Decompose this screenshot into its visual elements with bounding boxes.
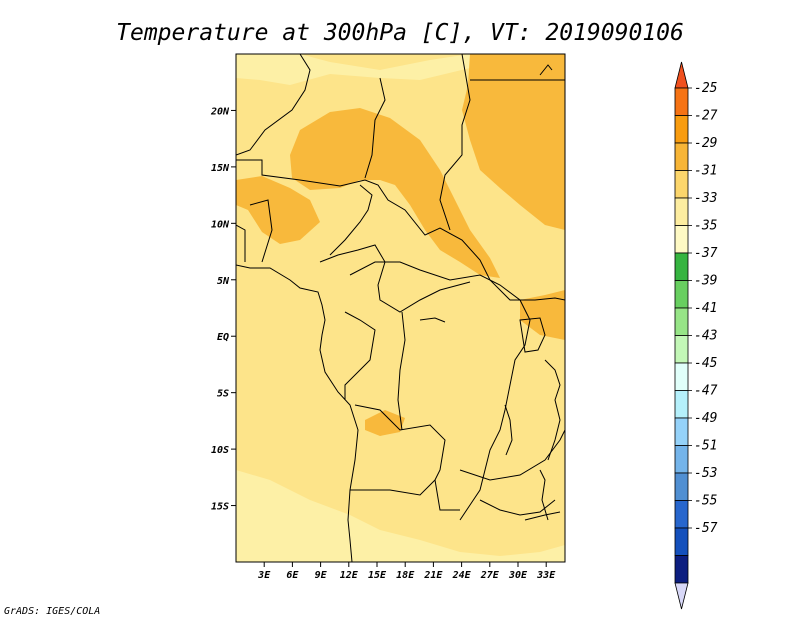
lon-tick-label: 33E bbox=[536, 570, 556, 581]
lon-tick-label: 15E bbox=[368, 570, 387, 581]
border-mozambique bbox=[524, 511, 561, 521]
colorbar-swatch bbox=[674, 280, 689, 309]
lat-tick-label: 15S bbox=[211, 502, 229, 513]
colorbar-label: -33 bbox=[694, 191, 717, 206]
colorbar-swatch bbox=[674, 390, 689, 419]
lat-tick-label: 5N bbox=[217, 276, 230, 287]
lake-victoria bbox=[519, 317, 546, 353]
axis-ticks: 3E 6E 9E 12E 15E 18E 21E 24E 27E 30E 33E 20N 15N 10N 5… bbox=[210, 106, 556, 581]
colorbar-swatch bbox=[674, 197, 689, 226]
border-benin bbox=[249, 199, 273, 263]
lake-tanganyika bbox=[504, 404, 513, 456]
band-light-north bbox=[236, 54, 470, 85]
band-light-south bbox=[236, 470, 565, 562]
colorbar-label: -47 bbox=[694, 384, 718, 399]
border-tanzania bbox=[544, 359, 561, 461]
colorbar: -25 -27 -29 -31 -33 -35 -37 -39 -41 -43 -45 -47 -49 -… bbox=[674, 61, 718, 610]
coast-redsea bbox=[539, 64, 553, 76]
warm-patch-northeast bbox=[462, 54, 565, 230]
border-angola bbox=[354, 404, 460, 511]
lon-tick-label: 3E bbox=[257, 570, 271, 581]
warm-patch-sahel bbox=[290, 108, 500, 278]
border-namibia bbox=[350, 479, 436, 496]
colorbar-label: -57 bbox=[694, 521, 718, 536]
colorbar-label: -27 bbox=[694, 109, 718, 124]
lon-tick-label: 12E bbox=[340, 570, 359, 581]
colorbar-swatch bbox=[674, 417, 689, 446]
border-north-3 bbox=[439, 54, 471, 231]
colorbar-label: -49 bbox=[694, 411, 717, 426]
lat-tick-label: 5S bbox=[217, 389, 229, 400]
colorbar-label: -31 bbox=[694, 164, 717, 179]
border-togo bbox=[236, 224, 246, 262]
colorbar-swatch bbox=[674, 555, 689, 584]
lon-tick-label: 9E bbox=[315, 570, 328, 581]
map-frame bbox=[235, 53, 566, 563]
border-north-2 bbox=[236, 54, 311, 156]
border-cameroon bbox=[319, 244, 386, 263]
warm-patch-west bbox=[236, 176, 320, 244]
colorbar-label: -29 bbox=[694, 136, 717, 151]
colorbar-swatch bbox=[674, 307, 689, 336]
boundaries bbox=[236, 54, 565, 562]
lat-tick-label: EQ bbox=[217, 332, 229, 343]
colorbar-top-arrow bbox=[674, 61, 689, 89]
lon-tick-label: 30E bbox=[508, 570, 528, 581]
warm-patch-east bbox=[520, 290, 565, 340]
colorbar-swatch bbox=[674, 362, 689, 391]
colorbar-label: -45 bbox=[694, 356, 718, 371]
border-north-1 bbox=[364, 77, 386, 179]
lon-tick-label: 27E bbox=[480, 570, 500, 581]
border-drc-west bbox=[397, 311, 406, 431]
lon-tick-label: 18E bbox=[396, 570, 415, 581]
colorbar-label: -37 bbox=[694, 246, 718, 261]
colorbar-label: -41 bbox=[694, 301, 717, 316]
border-congo bbox=[344, 311, 376, 400]
colorbar-label: -55 bbox=[694, 494, 718, 509]
colorbar-swatch bbox=[674, 500, 689, 529]
lat-tick-label: 20N bbox=[210, 106, 230, 117]
river-congo bbox=[419, 317, 446, 323]
lon-tick-label: 24E bbox=[452, 570, 472, 581]
lon-tick-label: 6E bbox=[286, 570, 299, 581]
border-nigeria bbox=[329, 184, 373, 256]
colorbar-label: -53 bbox=[694, 466, 717, 481]
colorbar-swatch bbox=[674, 252, 689, 281]
colorbar-swatch bbox=[674, 527, 689, 556]
colorbar-swatch bbox=[674, 170, 689, 199]
lon-tick-label: 21E bbox=[423, 570, 443, 581]
lake-malawi bbox=[539, 469, 549, 521]
colorbar-swatch bbox=[674, 115, 689, 144]
colorbar-swatch bbox=[674, 472, 689, 501]
colorbar-label: -25 bbox=[694, 81, 718, 96]
colorbar-swatch bbox=[674, 335, 689, 364]
lat-tick-label: 10S bbox=[211, 445, 229, 456]
border-zambia bbox=[459, 429, 565, 481]
colorbar-swatch bbox=[674, 87, 689, 116]
lat-tick-label: 15N bbox=[211, 163, 230, 174]
border-car bbox=[377, 261, 471, 313]
border-sahel bbox=[236, 159, 565, 301]
colorbar-label: -39 bbox=[694, 274, 717, 289]
credit-text: GrADS: IGES/COLA bbox=[4, 606, 100, 617]
border-zimbabwe bbox=[479, 499, 556, 516]
border-drc-east bbox=[349, 261, 531, 521]
colorbar-label: -43 bbox=[694, 329, 717, 344]
band-light-sw bbox=[236, 485, 280, 520]
colorbar-label: -35 bbox=[694, 219, 718, 234]
colorbar-swatch bbox=[674, 225, 689, 254]
colorbar-label: -51 bbox=[694, 439, 717, 454]
colorbar-bottom-arrow bbox=[674, 582, 689, 610]
lat-tick-label: 10N bbox=[211, 219, 230, 230]
warm-patch-angola bbox=[365, 410, 405, 436]
chart-title: Temperature at 300hPa [C], VT: 201909010… bbox=[116, 20, 684, 46]
temperature-field bbox=[236, 54, 565, 562]
colorbar-swatch bbox=[674, 445, 689, 474]
colorbar-swatch bbox=[674, 142, 689, 171]
